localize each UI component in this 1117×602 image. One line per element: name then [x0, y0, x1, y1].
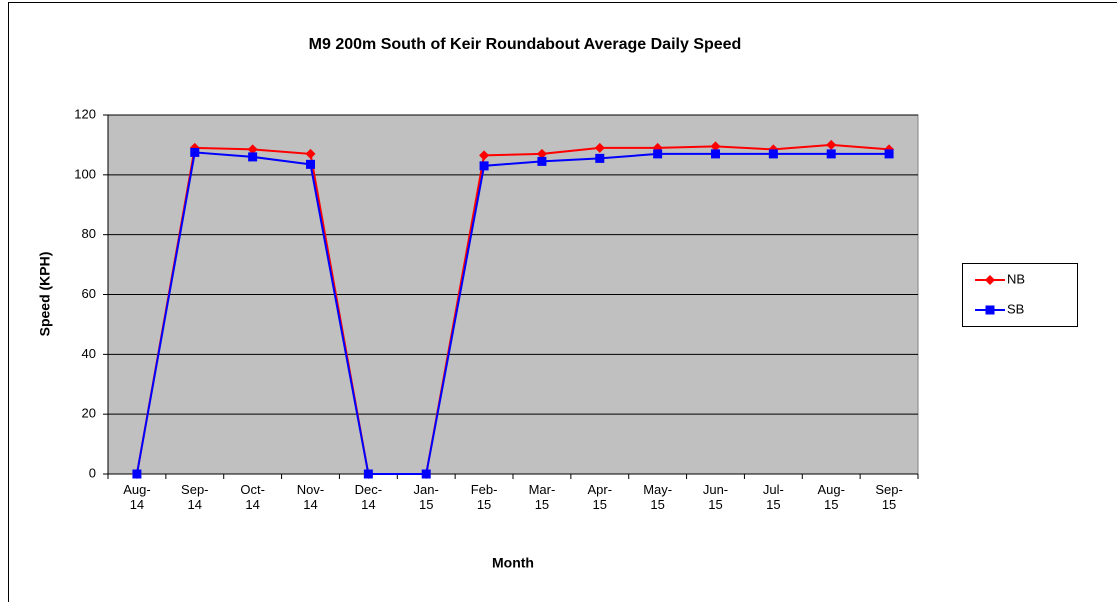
- data-point: [248, 152, 258, 162]
- data-point: [363, 469, 373, 479]
- data-point: [826, 149, 836, 159]
- data-point: [247, 144, 258, 155]
- y-tick-label: 100: [74, 166, 96, 181]
- x-tick-label: Jan-15: [413, 482, 439, 512]
- data-point: [595, 153, 605, 163]
- x-tick-label: Feb-15: [470, 482, 498, 512]
- legend-label: SB: [1007, 301, 1024, 316]
- x-tick-label: Aug-15: [817, 482, 845, 512]
- data-point: [711, 149, 720, 159]
- x-tick-label: Mar-15: [528, 482, 556, 512]
- y-tick-label: 120: [74, 106, 96, 121]
- data-point: [536, 148, 547, 159]
- data-point: [710, 141, 721, 152]
- y-tick-label: 60: [82, 286, 96, 301]
- chart-border: [8, 2, 1117, 602]
- series-line: [135, 143, 890, 475]
- x-tick-label: Aug-14: [123, 482, 151, 512]
- x-tick-label: Oct-14: [240, 482, 265, 512]
- y-tick-label: 80: [82, 226, 96, 241]
- y-tick-label: 20: [82, 406, 96, 421]
- data-point: [421, 469, 431, 479]
- x-axis-label: Month: [492, 555, 534, 571]
- data-point: [190, 147, 200, 157]
- data-point: [826, 139, 837, 150]
- legend-box: [962, 263, 1078, 327]
- x-tick-label: Apr-15: [587, 482, 613, 512]
- legend-marker: [985, 305, 995, 315]
- data-point: [305, 148, 316, 159]
- data-point: [884, 149, 894, 159]
- data-point: [594, 142, 605, 153]
- data-point: [306, 159, 315, 169]
- data-point: [653, 149, 663, 159]
- x-tick-label: Dec-14: [354, 482, 383, 512]
- y-tick-label: 40: [82, 346, 96, 361]
- data-point: [132, 469, 142, 479]
- y-tick-label: 0: [89, 465, 96, 480]
- data-point: [479, 150, 490, 161]
- x-tick-label: Jul-15: [762, 482, 784, 512]
- data-point: [768, 149, 778, 159]
- series-line: [135, 151, 890, 475]
- data-point: [537, 156, 547, 166]
- data-point: [479, 161, 489, 171]
- chart-title: M9 200m South of Keir Roundabout Average…: [309, 36, 742, 53]
- x-tick-label: Sep-15: [875, 482, 903, 512]
- x-tick-label: May-15: [643, 482, 673, 512]
- x-tick-label: Sep-14: [181, 482, 209, 512]
- x-tick-label: Jun-15: [702, 482, 729, 512]
- y-axis-label: Speed (KPH): [37, 252, 53, 337]
- x-tick-label: Nov-14: [296, 482, 325, 512]
- legend-marker: [985, 275, 995, 285]
- legend-label: NB: [1007, 271, 1025, 286]
